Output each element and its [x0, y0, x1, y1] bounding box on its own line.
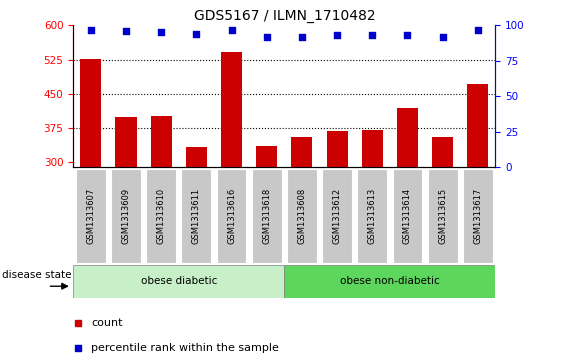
Point: [438, 34, 447, 40]
FancyBboxPatch shape: [181, 169, 211, 263]
Text: GSM1313617: GSM1313617: [473, 188, 482, 244]
FancyBboxPatch shape: [428, 169, 458, 263]
Bar: [467, 84, 488, 299]
Bar: [362, 130, 383, 299]
FancyBboxPatch shape: [252, 169, 282, 263]
Point: [157, 29, 166, 35]
Text: GSM1313612: GSM1313612: [333, 188, 342, 244]
Bar: [221, 52, 242, 299]
Text: count: count: [91, 318, 122, 328]
FancyBboxPatch shape: [284, 265, 495, 298]
Point: [227, 27, 236, 33]
FancyBboxPatch shape: [76, 169, 106, 263]
FancyBboxPatch shape: [287, 169, 317, 263]
Text: GSM1313611: GSM1313611: [192, 188, 201, 244]
Text: obese diabetic: obese diabetic: [141, 276, 217, 286]
Bar: [397, 107, 418, 299]
Title: GDS5167 / ILMN_1710482: GDS5167 / ILMN_1710482: [194, 9, 375, 23]
Bar: [115, 117, 136, 299]
Text: GSM1313609: GSM1313609: [122, 188, 131, 244]
FancyBboxPatch shape: [217, 169, 247, 263]
Text: GSM1313613: GSM1313613: [368, 188, 377, 244]
FancyBboxPatch shape: [111, 169, 141, 263]
Bar: [292, 137, 312, 299]
FancyBboxPatch shape: [358, 169, 387, 263]
Bar: [327, 131, 347, 299]
Text: GSM1313614: GSM1313614: [403, 188, 412, 244]
Point: [473, 27, 482, 33]
Text: GSM1313616: GSM1313616: [227, 188, 236, 244]
Point: [333, 32, 342, 38]
FancyBboxPatch shape: [392, 169, 422, 263]
Text: GSM1313608: GSM1313608: [297, 188, 306, 244]
Bar: [186, 147, 207, 299]
Bar: [151, 116, 172, 299]
Text: GSM1313618: GSM1313618: [262, 188, 271, 244]
FancyBboxPatch shape: [463, 169, 493, 263]
Text: GSM1313610: GSM1313610: [157, 188, 166, 244]
Text: obese non-diabetic: obese non-diabetic: [340, 276, 440, 286]
Point: [403, 32, 412, 38]
FancyBboxPatch shape: [322, 169, 352, 263]
Point: [297, 34, 306, 40]
Point: [86, 27, 95, 33]
Point: [122, 28, 131, 34]
Bar: [80, 59, 101, 299]
Point: [262, 34, 271, 40]
Point: [368, 32, 377, 38]
Text: disease state: disease state: [2, 270, 72, 280]
Text: GSM1313615: GSM1313615: [438, 188, 447, 244]
Point: [192, 31, 201, 37]
Text: GSM1313607: GSM1313607: [86, 188, 95, 244]
FancyBboxPatch shape: [73, 265, 284, 298]
FancyBboxPatch shape: [146, 169, 176, 263]
Bar: [432, 137, 453, 299]
Bar: [256, 146, 277, 299]
Text: percentile rank within the sample: percentile rank within the sample: [91, 343, 279, 353]
